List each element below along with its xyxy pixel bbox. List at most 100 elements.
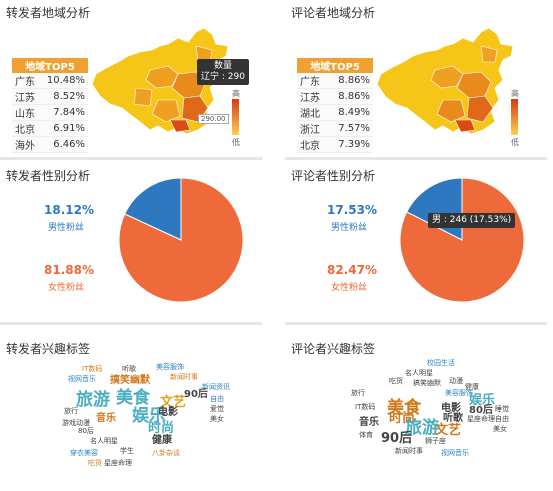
- interest-tag: 文艺: [435, 423, 462, 438]
- fwd-top5-table: 地域TOP5 广东 10.48% 江苏 8.52% 山东 7.84% 北京 6.91% …: [12, 58, 88, 153]
- region-value: 8.86%: [327, 73, 373, 89]
- fwd-word-cloud: IT数码 听歌 美容服饰 视网音乐 搞笑幽默 新闻时事 新闻资讯 旅游 美食 文艺 90后 自由 旅行游…: [60, 360, 250, 490]
- region-value: 6.91%: [40, 120, 88, 137]
- fwd-gender-panel: 转发者性别分析 18.12% 男性粉丝 81.88% 女性粉丝: [0, 163, 262, 313]
- region-name: 北京: [12, 120, 41, 137]
- table-row: 北京 6.91%: [12, 120, 88, 137]
- region-name: 北京: [297, 136, 328, 153]
- cmt-china-map[interactable]: [285, 0, 547, 150]
- region-value: 6.46%: [40, 136, 88, 153]
- interest-tag: 新闻时事: [395, 447, 423, 455]
- row-divider: [0, 157, 262, 160]
- interest-tag: 搞笑幽默: [413, 379, 441, 387]
- interest-tag: IT数码: [355, 403, 376, 411]
- cmt-word-cloud: 校园生活 名人明星 吃货 搞笑幽默 动漫 健康 旅行 美容服饰 娱乐 IT数码 美食 电影 80后 睡觉时…: [345, 354, 535, 488]
- interest-tag: 动漫: [449, 377, 463, 385]
- cmt-gender-title: 评论者性别分析: [291, 169, 376, 183]
- female-percent: 81.88%: [44, 263, 94, 277]
- male-label: 男性粉丝: [48, 223, 85, 233]
- table-row: 浙江 7.57%: [297, 120, 373, 137]
- region-name: 山东: [12, 104, 41, 121]
- male-label: 男性粉丝: [331, 223, 368, 233]
- interest-tag: 校园生活: [427, 359, 455, 367]
- map-legend-bar[interactable]: [232, 99, 239, 135]
- interest-tag: 星座命理: [104, 459, 132, 467]
- interest-tag: 穿衣美容: [70, 449, 98, 457]
- pie-slice-female[interactable]: [399, 177, 525, 303]
- interest-tag: 旅游: [76, 390, 110, 410]
- row-divider: [285, 157, 547, 160]
- cmt-top5-header: 地域TOP5: [297, 58, 373, 73]
- region-name: 海外: [12, 136, 41, 153]
- interest-tag: 吃货: [389, 377, 403, 385]
- female-label: 女性粉丝: [48, 283, 85, 293]
- interest-tag: 80后: [469, 405, 493, 416]
- fwd-top5-header: 地域TOP5: [12, 58, 88, 73]
- interest-tag: IT数码: [82, 365, 103, 373]
- region-value: 7.84%: [40, 104, 88, 121]
- interest-tag: 名人明星: [90, 437, 118, 445]
- region-value: 10.48%: [40, 73, 88, 89]
- interest-tag: 狮子座: [425, 437, 446, 445]
- interest-tag: 听歌: [443, 413, 463, 424]
- interest-tag: 健康: [465, 383, 479, 391]
- interest-tag: 娱乐: [469, 393, 496, 408]
- cmt-gender-pie[interactable]: [397, 175, 527, 305]
- region-value: 8.86%: [327, 88, 373, 105]
- region-value: 8.52%: [40, 88, 88, 105]
- fwd-region-panel: 转发者地域分析 地域TOP5 广东 10.48% 江苏 8.52% 山东 7.84% …: [0, 0, 262, 153]
- map-legend-bar[interactable]: [511, 99, 518, 135]
- interest-tag: 新闻资讯: [202, 383, 230, 391]
- interest-tag: 自由: [495, 415, 509, 423]
- table-row: 广东 8.86%: [297, 73, 373, 89]
- interest-tag: 音乐: [359, 417, 379, 428]
- pie-tooltip: 男 : 246 (17.53%): [428, 213, 516, 228]
- interest-tag: 文艺: [160, 395, 187, 410]
- cmt-region-panel: 评论者地域分析 地域TOP5 广东 8.86% 江苏 8.86% 湖北 8.49% 浙…: [285, 0, 547, 153]
- row-divider: [0, 322, 262, 325]
- interest-tag: 90后: [184, 389, 208, 400]
- interest-tag: 90后: [381, 431, 413, 446]
- interest-tag: 爱觉: [210, 405, 224, 413]
- interest-tag: 美食: [116, 388, 150, 408]
- interest-tag: 时尚: [148, 421, 175, 436]
- pie-slice-female[interactable]: [118, 177, 244, 303]
- cmt-gender-panel: 评论者性别分析 17.53% 男性粉丝 82.47% 女性粉丝 男 : 246 …: [285, 163, 547, 313]
- fwd-china-map[interactable]: [0, 0, 262, 150]
- interest-tag: 美容服饰: [156, 363, 184, 371]
- interest-tag: 美食: [387, 398, 421, 418]
- interest-tag: 电影: [158, 407, 178, 418]
- region-name: 湖北: [297, 104, 328, 121]
- interest-tag: 星座命理: [467, 415, 495, 423]
- interest-tag: 搞笑幽默: [110, 375, 150, 386]
- tooltip-title: 数量: [213, 61, 232, 71]
- map-tooltip: 数量 辽宁 : 290: [197, 59, 249, 85]
- male-percent: 18.12%: [44, 203, 94, 217]
- fwd-region-title: 转发者地域分析: [6, 6, 91, 20]
- interest-tag: 体育: [359, 431, 373, 439]
- region-name: 江苏: [12, 88, 41, 105]
- interest-tag: 美女: [493, 425, 507, 433]
- legend-high: 高: [511, 89, 519, 98]
- interest-tag: 娱乐: [132, 406, 166, 426]
- region-value: 8.49%: [327, 104, 373, 121]
- table-row: 湖北 8.49%: [297, 104, 373, 121]
- fwd-gender-title: 转发者性别分析: [6, 169, 91, 183]
- female-label: 女性粉丝: [331, 283, 368, 293]
- region-name: 广东: [12, 73, 41, 89]
- legend-high: 高: [232, 89, 240, 98]
- interest-tag: 音乐: [96, 413, 116, 424]
- interest-tag: 自由: [210, 395, 224, 403]
- table-row: 海外 6.46%: [12, 136, 88, 153]
- legend-low: 低: [511, 138, 519, 147]
- fwd-gender-pie[interactable]: [116, 175, 246, 305]
- row-divider: [285, 322, 547, 325]
- table-row: 江苏 8.86%: [297, 88, 373, 105]
- interest-tag: 旅游: [405, 418, 439, 438]
- interest-tag: 学生: [120, 447, 134, 455]
- interest-tag: 时尚: [389, 411, 416, 426]
- table-row: 山东 7.84%: [12, 104, 88, 121]
- region-value: 7.57%: [327, 120, 373, 137]
- pie-slice-male[interactable]: [124, 177, 182, 241]
- interest-tag: 健康: [152, 435, 172, 446]
